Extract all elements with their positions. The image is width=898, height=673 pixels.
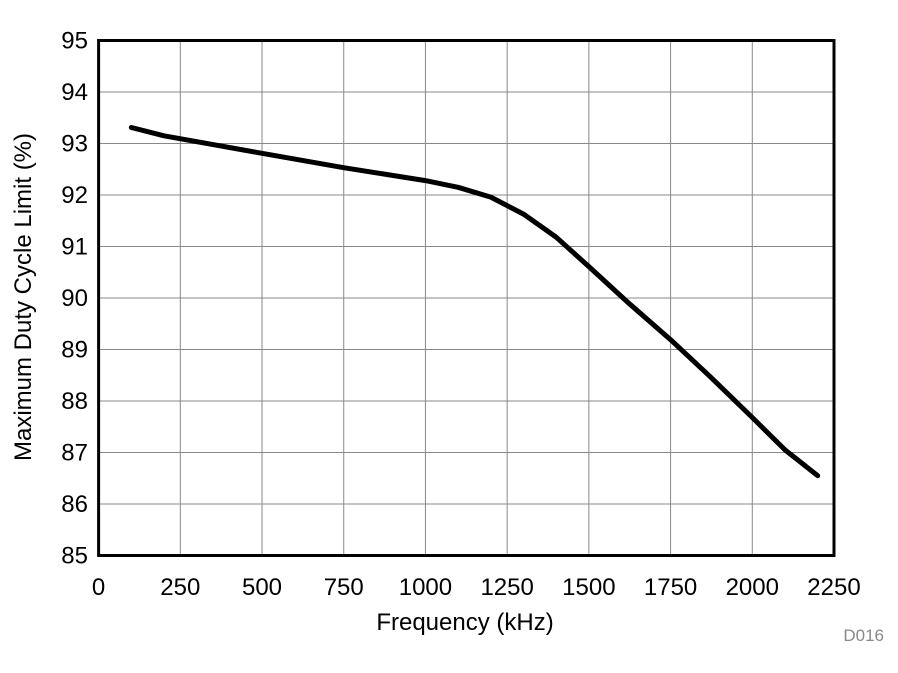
y-tick-label: 91: [61, 234, 88, 261]
y-axis-label: Maximum Duty Cycle Limit (%): [10, 133, 37, 461]
x-tick-label: 1250: [480, 574, 533, 601]
x-axis-label: Frequency (kHz): [376, 609, 553, 636]
y-tick-label: 86: [61, 491, 88, 518]
y-tick-label: 85: [61, 543, 88, 570]
y-tick-label: 88: [61, 388, 88, 415]
y-axis-ticks: 85 86 87 88 89 90 91 92 93 94 95: [61, 28, 88, 570]
y-tick-label: 94: [61, 79, 88, 106]
x-tick-label: 1750: [644, 574, 697, 601]
grid: [98, 40, 835, 556]
x-tick-label: 500: [242, 574, 282, 601]
figure-id: D016: [843, 626, 884, 645]
plot-frame: [97, 39, 836, 557]
y-tick-label: 89: [61, 337, 88, 364]
x-tick-label: 2250: [807, 574, 860, 601]
y-tick-label: 95: [61, 28, 88, 55]
y-tick-label: 90: [61, 285, 88, 312]
x-tick-label: 750: [324, 574, 364, 601]
x-axis-ticks: 0 250 500 750 1000 1250 1500 1750 2000 2250: [92, 574, 861, 601]
y-tick-label: 93: [61, 131, 88, 158]
x-tick-label: 0: [92, 574, 105, 601]
x-tick-label: 2000: [726, 574, 779, 601]
series-line: [128, 125, 821, 479]
y-tick-label: 87: [61, 440, 88, 467]
y-tick-label: 92: [61, 182, 88, 209]
x-tick-label: 1500: [562, 574, 615, 601]
x-tick-label: 1000: [399, 574, 452, 601]
x-tick-label: 250: [160, 574, 200, 601]
